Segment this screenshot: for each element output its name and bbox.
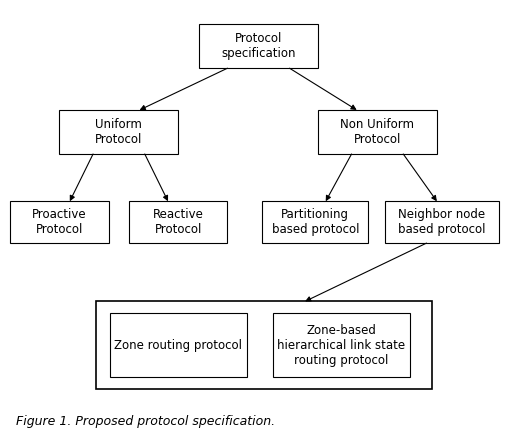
Bar [199,24,318,68]
Text: Zone routing protocol: Zone routing protocol [114,339,242,352]
Bar [129,201,227,243]
Bar [96,301,432,389]
Text: Figure 1. Proposed protocol specification.: Figure 1. Proposed protocol specificatio… [16,414,275,428]
Bar [273,313,410,377]
Text: Neighbor node
based protocol: Neighbor node based protocol [398,208,486,236]
Text: Zone-based
hierarchical link state
routing protocol: Zone-based hierarchical link state routi… [277,324,405,367]
Text: Non Uniform
Protocol: Non Uniform Protocol [340,118,415,146]
Bar [262,201,368,243]
Text: Reactive
Protocol: Reactive Protocol [153,208,204,236]
Text: Partitioning
based protocol: Partitioning based protocol [271,208,359,236]
Bar [110,313,247,377]
Bar [10,201,109,243]
Text: Protocol
specification: Protocol specification [221,32,296,60]
Bar [318,110,437,154]
Bar [385,201,499,243]
Text: Proactive
Protocol: Proactive Protocol [32,208,87,236]
Text: Uniform
Protocol: Uniform Protocol [95,118,143,146]
Bar [59,110,178,154]
